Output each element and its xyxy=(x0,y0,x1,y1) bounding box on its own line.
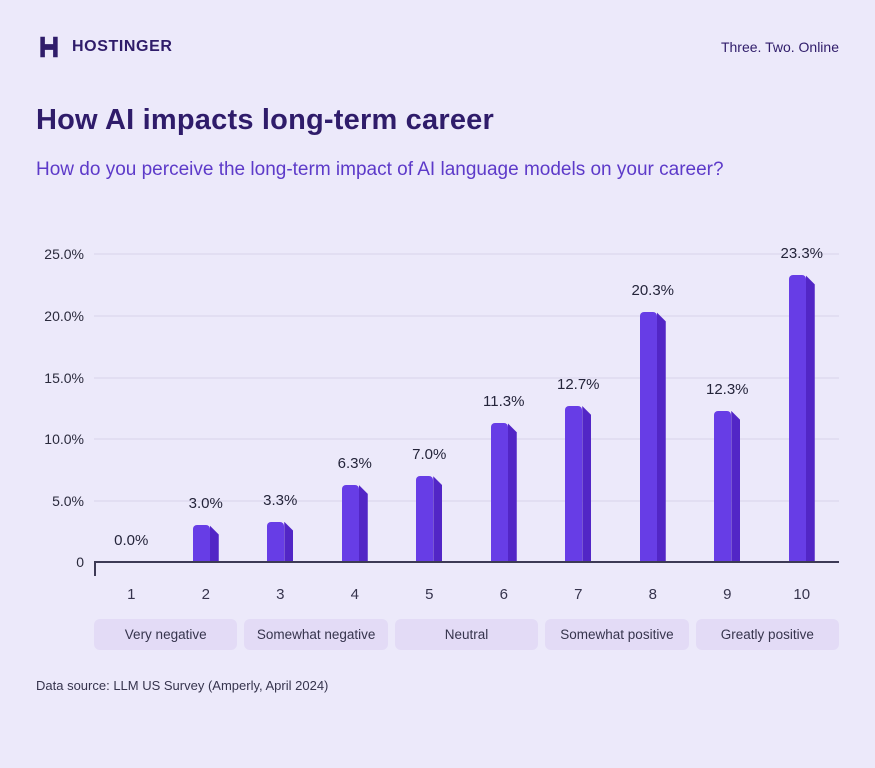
bar-value-label: 3.0% xyxy=(188,495,223,513)
x-tick-label: 6 xyxy=(499,586,508,604)
bar-value-label: 6.3% xyxy=(337,454,372,472)
y-tick-label: 25.0% xyxy=(44,246,84,263)
category-pill: Somewhat positive xyxy=(545,619,689,651)
pills-spacer xyxy=(36,619,94,650)
bar-value-label: 12.3% xyxy=(705,380,749,398)
x-tick-label: 1 xyxy=(127,586,136,604)
x-axis-spacer xyxy=(36,586,94,603)
y-tick-label: 15.0% xyxy=(44,369,84,386)
bar-value-label: 23.3% xyxy=(780,245,824,263)
bar-column: 11.3% xyxy=(467,254,542,563)
bar xyxy=(788,275,806,563)
header-tagline: Three. Two. Online xyxy=(720,39,839,55)
bar-value-label: 11.3% xyxy=(483,393,525,411)
data-source-note: Data source: LLM US Survey (Amperly, Apr… xyxy=(36,678,329,694)
bar-column: 6.3% xyxy=(318,254,393,563)
bar-column: 20.3% xyxy=(616,254,691,563)
category-pill: Greatly positive xyxy=(695,619,840,651)
bar-value-label: 7.0% xyxy=(412,446,447,464)
x-axis-line xyxy=(94,561,839,564)
axis-origin-tick xyxy=(94,562,96,577)
brand-name: HOSTINGER xyxy=(72,38,173,55)
y-tick-label: 20.0% xyxy=(44,308,84,325)
bar-column: 12.3% xyxy=(690,254,765,563)
page-title: How AI impacts long-term career xyxy=(36,104,494,136)
x-tick-label: 4 xyxy=(350,586,359,604)
x-tick-label: 10 xyxy=(793,586,811,604)
bar-value-label: 20.3% xyxy=(631,282,675,300)
bar-column: 3.0% xyxy=(169,254,244,563)
x-tick-label: 9 xyxy=(723,586,732,604)
x-tick-labels: 1 2 3 4 5 6 7 8 9 10 xyxy=(94,586,839,603)
bar-chart: 0 5.0% 10.0% 15.0% 20.0% 25.0% 0.0% 3.0% 3.3% 6.… xyxy=(36,245,840,577)
x-tick-label: 3 xyxy=(276,586,285,604)
bar-column: 23.3% xyxy=(765,245,840,563)
category-legend: Very negative Somewhat negative Neutral Som… xyxy=(36,619,840,651)
x-axis: 1 2 3 4 5 6 7 8 9 10 xyxy=(36,586,839,603)
plot-area: 0.0% 3.0% 3.3% 6.3% 7.0% 11.3% 12.7% 20.3% 12.3%… xyxy=(94,245,840,577)
category-pill: Very negative xyxy=(94,619,238,651)
header: HOSTINGER Three. Two. Online xyxy=(36,34,839,60)
brand: HOSTINGER xyxy=(36,34,173,60)
category-pill: Neutral xyxy=(394,619,539,651)
y-tick-label: 5.0% xyxy=(52,492,84,509)
gridline xyxy=(94,500,839,502)
gridline xyxy=(94,253,839,255)
y-tick-label: 0 xyxy=(76,554,84,571)
bar xyxy=(565,405,583,563)
category-pill: Somewhat negative xyxy=(244,619,388,651)
x-tick-label: 2 xyxy=(201,586,210,604)
bar-value-label: 3.3% xyxy=(263,491,298,509)
bar-column: 3.3% xyxy=(243,254,318,563)
bar-column: 0.0% xyxy=(94,254,169,562)
bar xyxy=(639,312,657,563)
gridline xyxy=(94,438,839,440)
bar-value-label: 0.0% xyxy=(114,532,149,550)
gridline xyxy=(94,377,839,379)
bars-container: 0.0% 3.0% 3.3% 6.3% 7.0% 11.3% 12.7% 20.3% 12.3%… xyxy=(94,245,840,563)
page-subtitle: How do you perceive the long-term impact… xyxy=(36,159,724,180)
hostinger-logo-icon xyxy=(36,34,62,60)
x-tick-label: 5 xyxy=(425,586,434,604)
bar xyxy=(192,525,210,563)
gridline xyxy=(94,315,839,317)
bar-value-label: 12.7% xyxy=(556,375,600,393)
bar xyxy=(341,484,359,563)
category-pills: Very negative Somewhat negative Neutral Som… xyxy=(94,619,840,651)
x-tick-label: 8 xyxy=(648,586,657,604)
bar xyxy=(267,521,285,563)
x-tick-label: 7 xyxy=(574,586,583,604)
bar-column: 7.0% xyxy=(392,254,467,563)
bar xyxy=(490,423,508,563)
bar-column: 12.7% xyxy=(541,254,616,563)
y-axis: 0 5.0% 10.0% 15.0% 20.0% 25.0% xyxy=(36,246,94,570)
y-tick-label: 10.0% xyxy=(44,431,84,448)
bar xyxy=(714,410,732,563)
bar xyxy=(416,476,434,563)
